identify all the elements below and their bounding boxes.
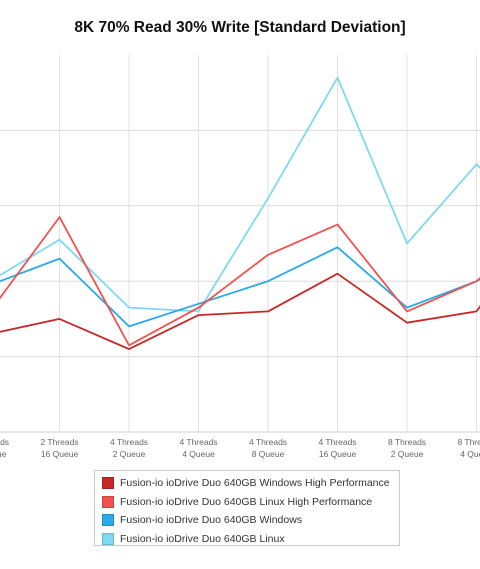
x-tick-label-7-line-1: 4 Queue [460,449,480,459]
x-tick-label-4-line-1: 8 Queue [252,449,285,459]
x-tick-label-2-line-0: 4 Threads [110,437,148,447]
x-tick-label-7-line-0: 8 Threads [457,437,480,447]
legend-item-0[interactable]: Fusion-io ioDrive Duo 640GB Windows High… [95,474,399,493]
x-tick-label-3-line-0: 4 Threads [179,437,217,447]
x-tick-label-3-line-1: 4 Queue [182,449,215,459]
legend-label-0: Fusion-io ioDrive Duo 640GB Windows High… [120,477,390,490]
x-tick-label-5-line-0: 4 Threads [318,437,356,447]
legend-label-3: Fusion-io ioDrive Duo 640GB Linux [120,532,285,545]
x-tick-label-2-line-1: 2 Queue [113,449,146,459]
x-tick-label-4-line-0: 4 Threads [249,437,287,447]
x-tick-label-0-line-0: 2 Threads [0,437,9,447]
series-line-3 [0,76,480,313]
legend-swatch-3 [102,532,114,545]
x-tick-label-1: 2 Threads 16 Queue [40,437,78,459]
x-tick-label-1-line-1: 16 Queue [41,449,79,459]
series-lines [0,76,480,351]
x-tick-label-6-line-1: 2 Queue [391,449,424,459]
x-tick-label-4: 4 Threads 8 Queue [249,437,287,459]
legend-item-2[interactable]: Fusion-io ioDrive Duo 640GB Windows [95,511,399,530]
x-tick-label-2: 4 Threads 2 Queue [110,437,148,459]
legend-item-1[interactable]: Fusion-io ioDrive Duo 640GB Linux High P… [95,493,399,512]
legend-label-1: Fusion-io ioDrive Duo 640GB Linux High P… [120,495,373,508]
x-tick-label-3: 4 Threads 4 Queue [179,437,217,459]
legend: Fusion-io ioDrive Duo 640GB Windows High… [94,470,400,546]
x-tick-label-1-line-0: 2 Threads [40,437,78,447]
chart-title: 8K 70% Read 30% Write [Standard Deviatio… [74,19,406,36]
x-tick-label-0: 2 Threads 8 Queue [0,437,9,459]
series-line-0 [0,272,480,351]
x-tick-label-0-line-1: 8 Queue [0,449,7,459]
x-tick-label-5-line-1: 16 Queue [319,449,357,459]
x-tick-label-7: 8 Threads 4 Queue [457,437,480,459]
legend-item-3[interactable]: Fusion-io ioDrive Duo 640GB Linux [95,530,399,549]
x-tick-label-6: 8 Threads 2 Queue [388,437,426,459]
series-line-2 [0,246,480,328]
series-line-1 [0,216,480,347]
x-tick-label-6-line-0: 8 Threads [388,437,426,447]
x-tick-label-5: 4 Threads 16 Queue [318,437,356,459]
legend-label-2: Fusion-io ioDrive Duo 640GB Windows [120,514,303,527]
legend-swatch-2 [102,514,114,527]
legend-swatch-0 [102,477,114,490]
legend-swatch-1 [102,495,114,508]
